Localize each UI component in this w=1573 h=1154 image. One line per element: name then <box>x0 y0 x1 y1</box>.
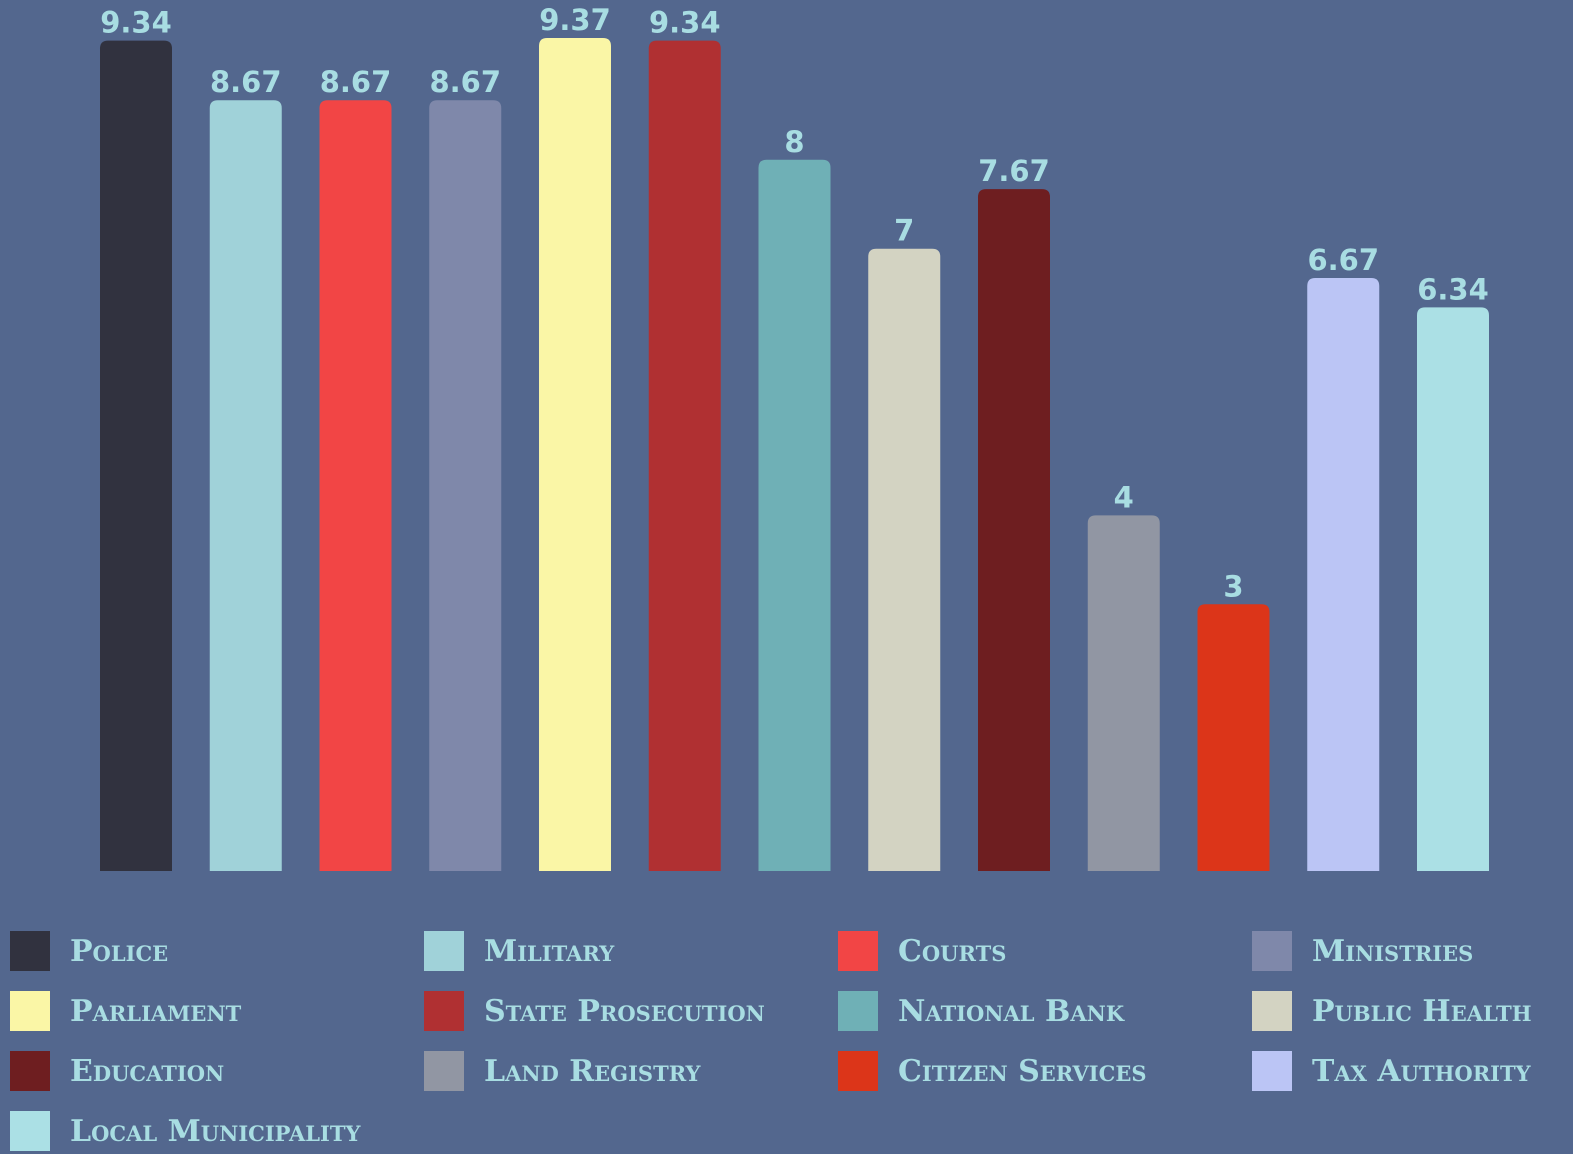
legend-swatch <box>1252 991 1292 1031</box>
value-label: 3 <box>1223 569 1243 603</box>
legend-swatch <box>838 931 878 971</box>
value-label: 9.37 <box>539 3 611 37</box>
bar <box>1087 515 1160 871</box>
legend-label: Land Registry <box>484 1054 702 1089</box>
bar <box>1197 604 1270 871</box>
legend-label: Tax Authority <box>1312 1054 1532 1089</box>
legend-swatch <box>1252 931 1292 971</box>
legend-label: Local Municipality <box>70 1114 361 1149</box>
legend-swatch <box>10 991 50 1031</box>
value-label: 6.34 <box>1417 272 1489 306</box>
legend-swatch <box>1252 1051 1292 1091</box>
legend-label: Public Health <box>1312 994 1532 1029</box>
value-label: 8 <box>784 125 804 159</box>
legend-label: National Bank <box>898 994 1125 1029</box>
bar <box>319 100 392 871</box>
bar <box>429 100 502 871</box>
bar <box>868 248 941 871</box>
value-label: 7.67 <box>978 154 1050 188</box>
value-label: 8.67 <box>210 65 282 99</box>
bar <box>1307 278 1380 872</box>
legend-swatch <box>838 1051 878 1091</box>
legend-label: Education <box>70 1054 224 1089</box>
bar <box>209 100 282 871</box>
legend-label: Police <box>70 934 168 969</box>
bar <box>978 189 1050 871</box>
bar <box>758 159 831 872</box>
legend-label: Ministries <box>1312 934 1473 969</box>
legend-label: Courts <box>898 934 1006 969</box>
legend-label: Parliament <box>70 994 242 1029</box>
bar <box>1417 307 1489 871</box>
value-label: 8.67 <box>429 65 501 99</box>
legend-swatch <box>424 991 464 1031</box>
value-label: 7 <box>894 214 914 248</box>
legend-swatch <box>10 1111 50 1151</box>
legend-swatch <box>424 1051 464 1091</box>
value-label: 9.34 <box>649 6 721 40</box>
value-label: 8.67 <box>320 65 392 99</box>
value-label: 4 <box>1114 480 1134 514</box>
bar <box>648 40 721 872</box>
bar <box>539 38 611 871</box>
legend-swatch <box>424 931 464 971</box>
legend-swatch <box>10 931 50 971</box>
legend-swatch <box>838 991 878 1031</box>
legend-label: Military <box>484 934 615 969</box>
value-label: 9.34 <box>100 6 172 40</box>
legend-label: State Prosecution <box>484 994 765 1029</box>
bar <box>100 40 172 872</box>
legend-label: Citizen Services <box>898 1054 1147 1089</box>
legend-swatch <box>10 1051 50 1091</box>
value-label: 6.67 <box>1307 243 1379 277</box>
